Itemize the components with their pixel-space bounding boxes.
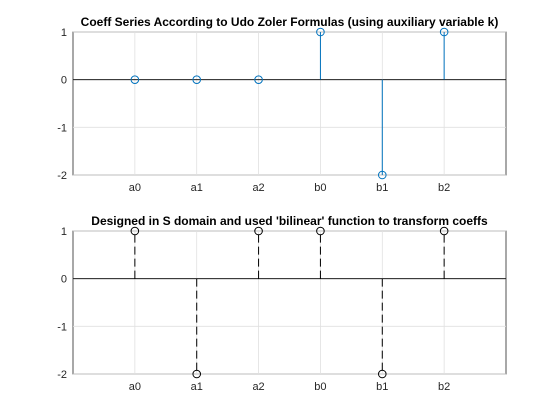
- x-tick-label: a2: [252, 381, 264, 393]
- y-tick-label: 1: [61, 226, 67, 238]
- x-tick-label: a1: [191, 381, 203, 393]
- x-tick-label: b2: [438, 182, 450, 194]
- x-tick-label: b0: [314, 182, 326, 194]
- chart-title-top: Coeff Series According to Udo Zoler Form…: [81, 15, 499, 29]
- chart-bottom: a0 a1 a2 b0 b1 b2 1 0 -1 -2 Designed in S domain…: [57, 214, 506, 393]
- x-tick-label: a1: [191, 182, 203, 194]
- x-tick-labels-bottom: a0 a1 a2 b0 b1 b2: [129, 381, 451, 393]
- x-tick-label: a0: [129, 182, 141, 194]
- x-tick-label: b1: [376, 182, 388, 194]
- plot-area-bottom: [73, 231, 506, 374]
- y-tick-label: 0: [61, 75, 67, 87]
- y-tick-labels-bottom: 1 0 -1 -2: [57, 226, 67, 381]
- y-tick-label: -1: [57, 321, 67, 333]
- y-tick-label: 0: [61, 274, 67, 286]
- x-tick-label: b2: [438, 381, 450, 393]
- x-tick-labels-top: a0 a1 a2 b0 b1 b2: [129, 182, 451, 194]
- y-tick-label: 1: [61, 27, 67, 39]
- y-tick-label: -1: [57, 122, 67, 134]
- chart-title-bottom: Designed in S domain and used 'bilinear'…: [91, 214, 488, 228]
- x-tick-label: b0: [314, 381, 326, 393]
- x-tick-label: a2: [252, 182, 264, 194]
- x-tick-label: a0: [129, 381, 141, 393]
- y-tick-label: -2: [57, 369, 67, 381]
- y-tick-label: -2: [57, 170, 67, 182]
- plot-area-top: [73, 32, 506, 175]
- chart-top: a0 a1 a2 b0 b1 b2 1 0 -1 -2 Coeff Series Accordi…: [57, 15, 506, 194]
- y-tick-labels-top: 1 0 -1 -2: [57, 27, 67, 182]
- x-tick-label: b1: [376, 381, 388, 393]
